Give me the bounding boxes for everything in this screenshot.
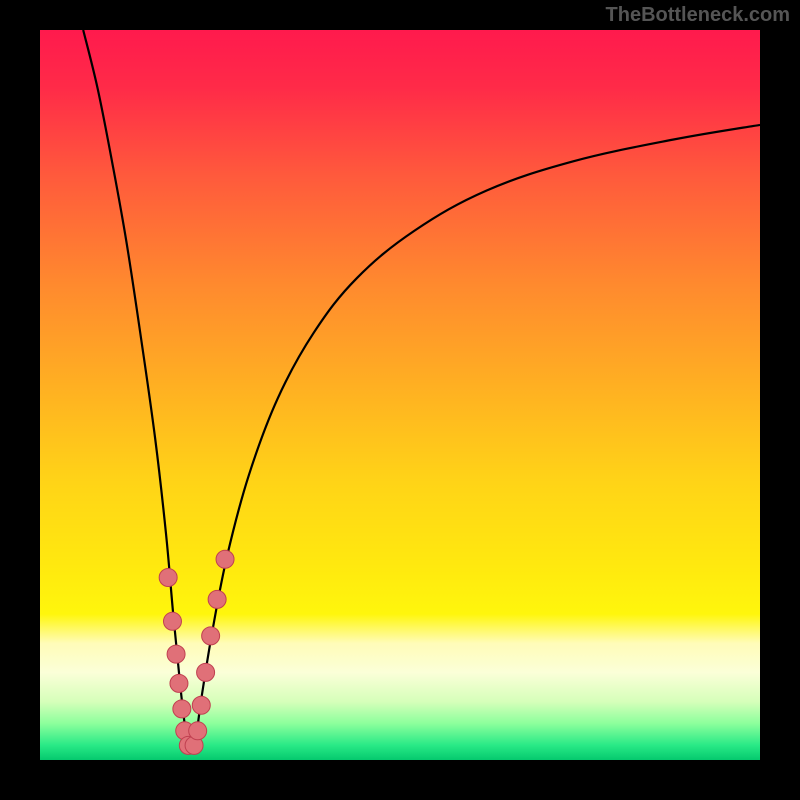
data-marker [159,569,177,587]
chart-svg [0,0,800,800]
data-marker [173,700,191,718]
data-marker [216,550,234,568]
data-marker [170,674,188,692]
data-marker [192,696,210,714]
bottleneck-chart: TheBottleneck.com [0,0,800,800]
data-marker [202,627,220,645]
watermark-text: TheBottleneck.com [606,4,790,27]
data-marker [167,645,185,663]
data-marker [163,612,181,630]
data-marker [189,722,207,740]
data-marker [208,590,226,608]
data-marker [197,663,215,681]
